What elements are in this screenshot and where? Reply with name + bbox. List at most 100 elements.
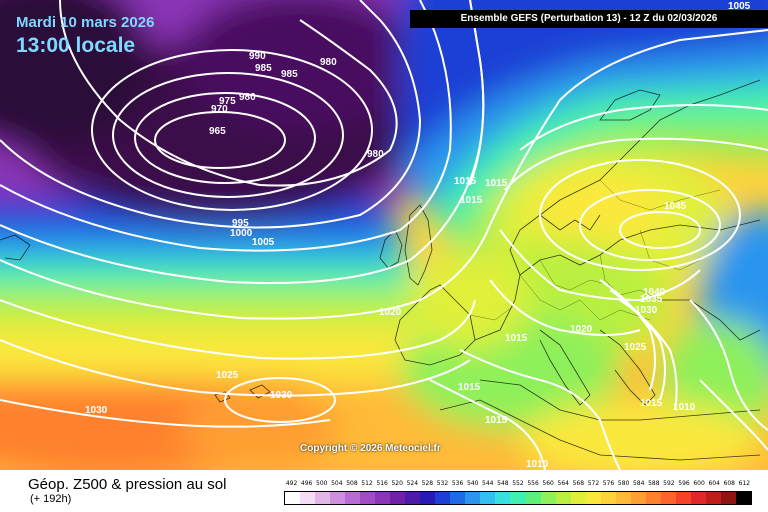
- isobar-label: 1020: [570, 324, 593, 335]
- isobar-label: 1005: [728, 1, 751, 12]
- color-scale-label: 520: [391, 480, 403, 487]
- color-scale-label: 516: [376, 480, 388, 487]
- color-scale-label: 524: [406, 480, 419, 487]
- isobar-labels: 1005 990 985 985 980 980 975 970 965 980…: [85, 1, 751, 470]
- color-scale-label: 544: [482, 480, 494, 487]
- isobar-label: 1000: [230, 228, 253, 239]
- color-scale-swatch: [405, 492, 421, 504]
- color-scale-label: 572: [587, 480, 600, 487]
- color-scale-swatch: [645, 492, 661, 504]
- color-scale-label: 568: [572, 480, 585, 487]
- isobar-label: 1010: [526, 459, 549, 470]
- isobar-label: 970: [211, 104, 228, 115]
- color-scale-label: 580: [617, 480, 630, 487]
- color-scale-label: 500: [316, 480, 328, 487]
- color-scale-swatch: [360, 492, 376, 504]
- color-scale-label: 512: [361, 480, 373, 487]
- isobar-label: 1040: [643, 287, 666, 298]
- color-scale-swatch: [660, 492, 676, 504]
- isobar-label: 1015: [454, 176, 477, 187]
- color-scale-swatch: [555, 492, 571, 504]
- color-scale-swatch: [375, 492, 391, 504]
- color-scale-swatch: [585, 492, 601, 504]
- isobar-label: 1005: [252, 237, 275, 248]
- color-scale-label: 600: [693, 480, 705, 487]
- isobar-label: 980: [239, 92, 256, 103]
- color-scale-swatch: [315, 492, 331, 504]
- color-scale-label: 604: [708, 480, 720, 487]
- color-scale-swatch: [570, 492, 586, 504]
- color-scale-swatch: [540, 492, 556, 504]
- isobar-label: 985: [255, 63, 272, 74]
- legend-title: Géop. Z500 & pression au sol: [28, 476, 227, 493]
- isobar-label: 985: [281, 69, 298, 80]
- color-scale-label: 576: [602, 480, 615, 487]
- isobar-label: 980: [367, 149, 384, 160]
- isobar-label: 965: [209, 126, 226, 137]
- color-scale-label: 492: [285, 480, 298, 487]
- color-scale-label: 560: [542, 480, 554, 487]
- copyright-notice: Copyright © 2026 Meteociel.fr: [300, 443, 441, 454]
- color-scale-label: 536: [451, 480, 464, 487]
- color-scale-swatch: [630, 492, 646, 504]
- isobar-label: 990: [249, 51, 266, 62]
- color-scale-label: 552: [512, 480, 524, 487]
- color-scale-label: 540: [466, 480, 479, 487]
- color-scale-swatch: [480, 492, 496, 504]
- isobar-label: 1010: [673, 402, 696, 413]
- isobar-label: 995: [232, 218, 249, 229]
- color-scale-swatch: [420, 492, 436, 504]
- isobar-label: 1030: [635, 305, 658, 316]
- color-scale-swatch: [720, 492, 736, 504]
- isobar-label: 980: [320, 57, 337, 68]
- forecast-local-time: 13:00 locale: [16, 34, 136, 57]
- color-scale-swatch: [465, 492, 481, 504]
- isobar-label: 1015: [460, 195, 483, 206]
- color-scale-label: 496: [300, 480, 313, 487]
- isobar-label: 1015: [485, 178, 508, 189]
- color-scale-label: 504: [331, 480, 343, 487]
- isobar-label: 1045: [664, 201, 687, 212]
- forecast-date: Mardi 10 mars 2026: [16, 14, 155, 31]
- color-scale-swatch: [495, 492, 511, 504]
- color-scale-label: 584: [632, 480, 645, 487]
- color-scale-label: 528: [421, 480, 434, 487]
- isobar-label: 1030: [270, 390, 293, 401]
- model-run-banner: Ensemble GEFS (Perturbation 13) - 12 Z d…: [410, 10, 768, 28]
- color-scale-swatch: [285, 492, 301, 504]
- color-scale-swatch: [390, 492, 406, 504]
- color-scale-swatch: [525, 492, 541, 504]
- isobar-label: 1015: [505, 333, 528, 344]
- color-scale-swatch: [435, 492, 451, 504]
- color-scale-label: 596: [678, 480, 690, 487]
- color-scale-swatch: [600, 492, 616, 504]
- geopotential-map: 1005 990 985 985 980 980 975 970 965 980…: [0, 0, 768, 470]
- isobar-label: 1020: [379, 307, 402, 318]
- isobars: [0, 0, 768, 470]
- isobar-label: 1015: [640, 398, 663, 409]
- color-scale-swatch: [705, 492, 721, 504]
- color-scale-swatch: [615, 492, 631, 504]
- color-scale-swatch: [450, 492, 466, 504]
- isobar-label: 1015: [485, 415, 508, 426]
- color-scale-label: 532: [436, 480, 449, 487]
- color-scale-labels: 492 496 500 504 508 512 516 520 524 528 532 536 540 5…: [284, 478, 752, 490]
- color-scale-label: 556: [527, 480, 539, 487]
- color-scale-label: 548: [497, 480, 509, 487]
- color-scale-label: 608: [723, 480, 735, 487]
- color-scale-swatch: [735, 492, 751, 504]
- color-scale-swatch: [510, 492, 526, 504]
- color-scale-label: 612: [738, 480, 751, 487]
- color-scale-swatch: [345, 492, 361, 504]
- legend-subtitle: (+ 192h): [30, 493, 72, 505]
- color-scale-label: 588: [648, 480, 660, 487]
- color-scale-swatch: [330, 492, 346, 504]
- color-scale-swatch: [690, 492, 706, 504]
- isobar-label: 1030: [85, 405, 108, 416]
- isobar-label: 1015: [458, 382, 481, 393]
- isobar-label: 1025: [624, 342, 647, 353]
- isobar-label: 1025: [216, 370, 239, 381]
- color-scale-swatch: [300, 492, 316, 504]
- color-scale-bar: [284, 491, 752, 505]
